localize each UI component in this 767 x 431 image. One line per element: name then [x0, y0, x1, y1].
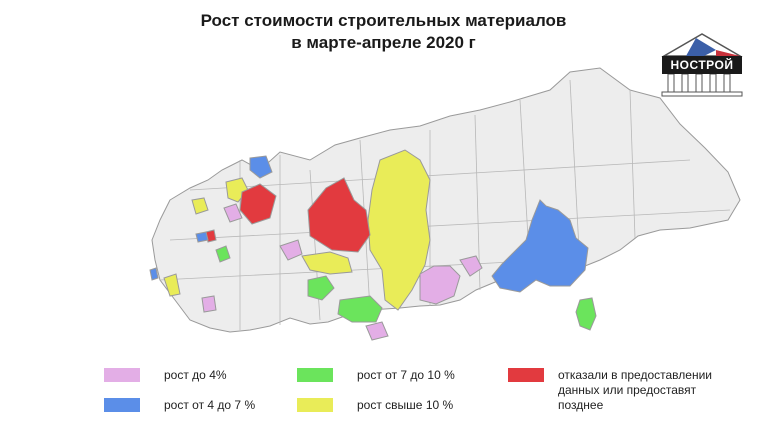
legend-label-green: рост от 7 до 10 % — [357, 368, 455, 382]
region-pink-amur — [459, 255, 483, 277]
region-pink-north — [223, 203, 243, 223]
region-green-siberia — [337, 295, 383, 323]
legend-label-pink: рост до 4% — [164, 368, 227, 382]
legend-swatch-red — [508, 368, 544, 382]
legend-swatch-pink — [104, 368, 140, 382]
region-red-komi — [239, 183, 277, 225]
region-blue-south — [149, 267, 159, 281]
region-pink-south — [201, 295, 217, 313]
region-pink-south-siberia — [365, 321, 389, 341]
region-blue-moscow — [195, 231, 209, 243]
legend-item-green: рост от 7 до 10 % — [297, 368, 455, 383]
russia-regions-map — [149, 67, 741, 341]
legend-label-red: отказали в предоставлении данных или пре… — [558, 368, 712, 412]
logo-text: НОСТРОЙ — [662, 56, 742, 74]
region-yellow-south — [163, 273, 181, 297]
legend-item-blue: рост от 4 до 7 % — [104, 398, 255, 413]
legend-item-red: отказали в предоставлении данных или пре… — [508, 368, 748, 413]
title-line-1: Рост стоимости строительных материалов — [200, 11, 567, 30]
region-red-yamal — [307, 177, 371, 253]
logo-emblem-icon — [661, 33, 743, 97]
title-line-2: в марте-апреле 2020 г — [291, 33, 476, 52]
nostroy-logo: НОСТРОЙ — [656, 30, 748, 98]
region-blue-far-east — [491, 199, 589, 293]
region-yellow-khanty — [301, 251, 353, 275]
legend-item-yellow: рост свыше 10 % — [297, 398, 453, 413]
region-green-urals — [307, 275, 335, 301]
region-yellow-northwest — [191, 197, 209, 215]
region-pink-urals — [279, 239, 303, 261]
region-green-primorye — [575, 297, 597, 331]
legend-swatch-green — [297, 368, 333, 382]
region-pink-irkutsk — [419, 265, 461, 305]
region-blue-murmansk — [249, 155, 273, 179]
legend-swatch-yellow — [297, 398, 333, 412]
legend-label-blue: рост от 4 до 7 % — [164, 398, 256, 412]
legend-label-yellow: рост свыше 10 % — [357, 398, 454, 412]
region-green-volga — [215, 245, 231, 263]
legend-swatch-blue — [104, 398, 140, 412]
legend-item-pink: рост до 4% — [104, 368, 227, 383]
russia-outline — [151, 67, 741, 333]
map-title: Рост стоимости строительных материалов в… — [0, 10, 767, 54]
